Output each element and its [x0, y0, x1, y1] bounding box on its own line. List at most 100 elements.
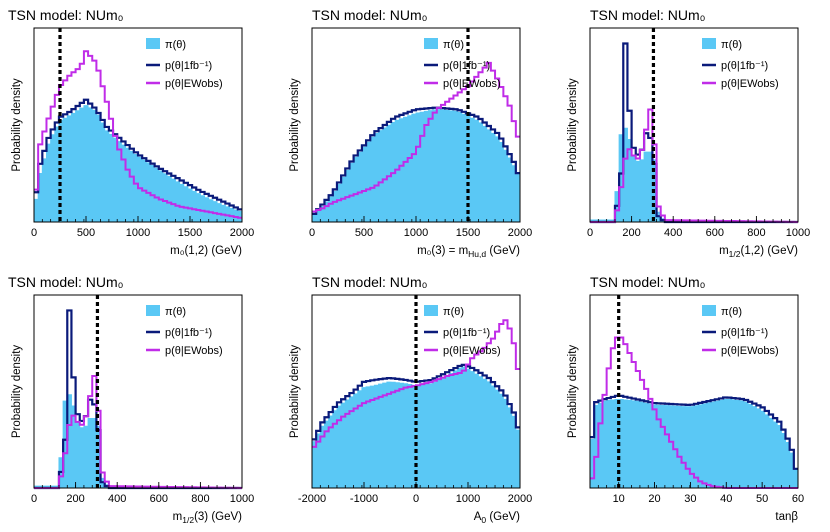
series-1fb-line — [590, 394, 798, 470]
x-tick-label: 1000 — [456, 493, 480, 505]
x-axis-label: m1/2(1,2) (GeV) — [719, 245, 798, 259]
y-axis-label: Probability density — [11, 345, 23, 439]
legend-swatch-prior — [702, 38, 716, 49]
legend-label-1fb: p(θ|1fb⁻¹) — [443, 327, 490, 339]
x-tick-label: 1000 — [230, 493, 254, 505]
x-tick-label: 500 — [77, 227, 95, 239]
x-tick-label: 1500 — [178, 227, 202, 239]
legend-label-ewobs: p(θ|EWobs) — [443, 78, 501, 90]
y-axis-label: Probability density — [567, 345, 579, 439]
legend-swatch-prior — [424, 305, 438, 316]
y-axis-label: Probability density — [11, 78, 23, 172]
chart-panel-4: 0 200 400 600 800 1000 TSN model: NUm₀ Probabil… — [8, 274, 254, 525]
x-axis-label-main: m₀(1,2) (GeV) — [170, 245, 242, 257]
series-ewobs-line — [312, 61, 520, 213]
legend-label-ewobs: p(θ|EWobs) — [165, 78, 223, 90]
plot-frame — [589, 27, 799, 223]
legend: π(θ) p(θ|1fb⁻¹) p(θ|EWobs) — [702, 38, 779, 90]
x-axis-label-tail: (GeV) — [486, 511, 520, 523]
x-tick-label: 0 — [31, 227, 37, 239]
x-tick-label: 0 — [31, 493, 37, 505]
x-tick-label: 0 — [413, 493, 419, 505]
legend-label-ewobs: p(θ|EWobs) — [721, 345, 779, 357]
legend-label-1fb: p(θ|1fb⁻¹) — [721, 60, 768, 72]
x-tick-label: 2000 — [508, 227, 532, 239]
x-tick-label: 800 — [747, 227, 765, 239]
series-ewobs-line — [34, 50, 242, 219]
x-tick-label: 200 — [622, 227, 640, 239]
x-axis-label-main: m — [173, 511, 183, 523]
chart-panel-5: -2000 -1000 0 1000 2000 TSN model: NUm₀ Probab… — [289, 274, 532, 525]
chart-title: TSN model: NUm₀ — [590, 274, 706, 290]
legend-label-prior: π(θ) — [443, 39, 464, 51]
y-axis-label: Probability density — [289, 78, 301, 172]
chart-title: TSN model: NUm₀ — [312, 7, 428, 23]
legend: π(θ) p(θ|1fb⁻¹) p(θ|EWobs) — [702, 305, 779, 357]
x-tick-label: 800 — [191, 493, 209, 505]
legend-label-prior: π(θ) — [721, 306, 742, 318]
legend-swatch-prior — [146, 305, 160, 316]
legend-label-ewobs: p(θ|EWobs) — [721, 78, 779, 90]
x-tick-label: 40 — [720, 493, 732, 505]
x-tick-label: 1000 — [404, 227, 428, 239]
legend-label-prior: π(θ) — [165, 306, 186, 318]
legend: π(θ) p(θ|1fb⁻¹) p(θ|EWobs) — [424, 38, 501, 90]
x-axis-label-tail: (3) (GeV) — [194, 511, 242, 523]
x-tick-label: 10 — [613, 493, 625, 505]
x-axis-label-subscript: 1/2 — [182, 515, 194, 525]
legend-swatch-prior — [702, 305, 716, 316]
plot-frame — [589, 294, 799, 489]
chart-title: TSN model: NUm₀ — [590, 7, 706, 23]
legend-label-ewobs: p(θ|EWobs) — [165, 345, 223, 357]
x-axis-label-main: m — [719, 245, 729, 257]
chart-title: TSN model: NUm₀ — [8, 274, 124, 290]
x-tick-label: 2000 — [508, 493, 532, 505]
plot-frame — [33, 294, 243, 489]
legend-label-1fb: p(θ|1fb⁻¹) — [165, 60, 212, 72]
x-tick-label: 1000 — [126, 227, 150, 239]
x-tick-label: 20 — [648, 493, 660, 505]
legend: π(θ) p(θ|1fb⁻¹) p(θ|EWobs) — [146, 305, 223, 357]
y-axis-label: Probability density — [567, 78, 579, 172]
legend-label-1fb: p(θ|1fb⁻¹) — [165, 327, 212, 339]
x-tick-label: 500 — [355, 227, 373, 239]
x-tick-label: -2000 — [298, 493, 326, 505]
x-tick-label: -1000 — [350, 493, 378, 505]
legend-label-prior: π(θ) — [721, 39, 742, 51]
y-axis-label: Probability density — [289, 345, 301, 439]
legend: π(θ) p(θ|1fb⁻¹) p(θ|EWobs) — [424, 305, 501, 357]
x-tick-label: 200 — [66, 493, 84, 505]
x-axis-label-tail: (1,2) (GeV) — [740, 245, 798, 257]
x-tick-label: 50 — [756, 493, 768, 505]
chart-title: TSN model: NUm₀ — [312, 274, 428, 290]
x-tick-label: 2000 — [230, 227, 254, 239]
series-1fb-line — [312, 106, 520, 215]
series-ewobs-line — [312, 319, 520, 448]
x-tick-label: 400 — [108, 493, 126, 505]
chart-title: TSN model: NUm₀ — [8, 7, 124, 23]
x-axis-label-subscript: 1/2 — [729, 249, 741, 259]
x-tick-label: 0 — [587, 227, 593, 239]
x-tick-label: 0 — [309, 227, 315, 239]
chart-panel-1: 0 500 1000 1500 2000 TSN model: NUm₀ Probabili… — [8, 7, 254, 257]
legend-label-prior: π(θ) — [165, 39, 186, 51]
x-tick-label: 30 — [684, 493, 696, 505]
legend-label-prior: π(θ) — [443, 306, 464, 318]
x-axis-label-tail: (GeV) — [486, 245, 520, 257]
x-axis-label: A0 (GeV) — [474, 511, 520, 525]
x-axis-label: m1/2(3) (GeV) — [173, 511, 243, 525]
x-tick-label: 600 — [706, 227, 724, 239]
series-prior-fill — [589, 127, 798, 223]
x-tick-label: 1500 — [456, 227, 480, 239]
legend-label-ewobs: p(θ|EWobs) — [443, 345, 501, 357]
x-axis-label-main: tanβ — [775, 511, 798, 523]
series-prior-fill — [33, 394, 242, 489]
x-tick-label: 60 — [792, 493, 804, 505]
series-prior-fill — [33, 105, 243, 223]
legend-label-1fb: p(θ|1fb⁻¹) — [443, 60, 490, 72]
chart-panel-3: 0 200 400 600 800 1000 TSN model: NUm₀ Probabil… — [567, 7, 810, 259]
legend-swatch-prior — [424, 38, 438, 49]
legend-swatch-prior — [146, 38, 160, 49]
chart-panel-2: 0 500 1000 1500 2000 TSN model: NUm₀ Probabili… — [289, 7, 532, 259]
